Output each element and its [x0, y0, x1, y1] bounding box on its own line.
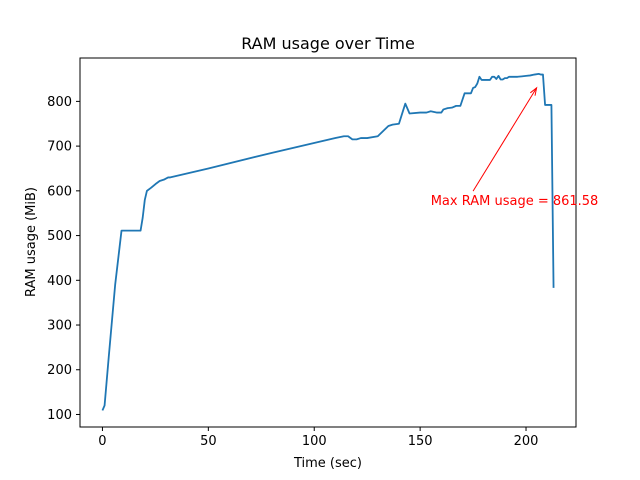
x-axis-label: Time (sec)	[293, 456, 362, 471]
x-tick-label: 0	[98, 434, 106, 449]
x-tick-label: 200	[514, 434, 539, 449]
annotation-arrow-line	[472, 87, 538, 192]
x-tick-label: 50	[200, 434, 217, 449]
annotation-text: Max RAM usage = 861.58	[431, 194, 599, 209]
plot-area	[101, 72, 555, 411]
annotation-arrow-head	[530, 86, 538, 96]
y-tick-label: 100	[47, 408, 72, 423]
x-tick-label: 100	[302, 434, 327, 449]
axes-frame	[79, 57, 577, 428]
y-axis-label: RAM usage (MiB)	[24, 187, 39, 297]
series-line-0	[101, 72, 555, 411]
y-tick-label: 800	[47, 95, 72, 110]
x-axis: 0 50 100 150 200	[98, 427, 538, 449]
chart-title: RAM usage over Time	[241, 34, 415, 53]
y-tick-label: 700	[47, 140, 72, 155]
y-axis: 100 200 300 400 500 600 700 800	[47, 95, 80, 423]
y-tick-label: 200	[47, 363, 72, 378]
y-tick-label: 600	[47, 184, 72, 199]
y-tick-label: 400	[47, 274, 72, 289]
max-annotation: Max RAM usage = 861.58	[431, 86, 599, 209]
y-tick-label: 500	[47, 229, 72, 244]
y-tick-label: 300	[47, 319, 72, 334]
x-tick-label: 150	[408, 434, 433, 449]
